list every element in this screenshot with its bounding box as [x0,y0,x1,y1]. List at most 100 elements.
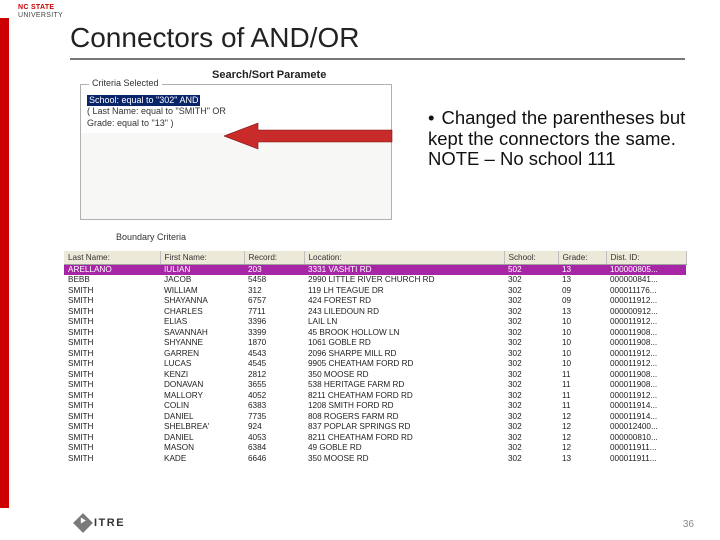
table-cell: 1061 GOBLE RD [304,338,504,349]
table-cell: 10 [558,328,606,339]
table-cell: SMITH [64,338,160,349]
table-cell: 000011912... [606,317,686,328]
table-cell: 1208 SMITH FORD RD [304,401,504,412]
col-dist-id[interactable]: Dist. ID: [606,251,686,264]
itre-logo: ITRE [76,516,125,530]
table-cell: SMITH [64,443,160,454]
col-school[interactable]: School: [504,251,558,264]
table-row[interactable]: SMITHWILLIAM312119 LH TEAGUE DR302090000… [64,286,686,297]
table-cell: WILLIAM [160,286,244,297]
table-row[interactable]: SMITHSHELBREA'924837 POPLAR SPRINGS RD30… [64,422,686,433]
table-row[interactable]: SMITHKENZI2812350 MOOSE RD30211000011908… [64,370,686,381]
table-cell: CHARLES [160,307,244,318]
table-row[interactable]: SMITHSHYANNE18701061 GOBLE RD30210000011… [64,338,686,349]
col-last-name[interactable]: Last Name: [64,251,160,264]
table-cell: 302 [504,454,558,465]
table-cell: 12 [558,433,606,444]
table-cell: SMITH [64,349,160,360]
criteria-selected-panel: Criteria Selected School: equal to "302"… [80,84,392,220]
table-row[interactable]: SMITHKADE6646350 MOOSE RD30213000011911.… [64,454,686,465]
table-cell: 12 [558,443,606,454]
table-row[interactable]: SMITHELIAS3396LAIL LN30210000011912... [64,317,686,328]
table-cell: SMITH [64,296,160,307]
table-cell: 000011912... [606,296,686,307]
table-cell: 45 BROOK HOLLOW LN [304,328,504,339]
table-cell: 6384 [244,443,304,454]
ncstate-line1: NC STATE [18,4,63,12]
table-row[interactable]: SMITHMASON638449 GOBLE RD30212000011911.… [64,443,686,454]
table-cell: 6646 [244,454,304,465]
table-row[interactable]: SMITHSHAYANNA6757424 FOREST RD3020900001… [64,296,686,307]
table-cell: 350 MOOSE RD [304,454,504,465]
table-cell: ARELLANO [64,264,160,275]
table-cell: 12 [558,412,606,423]
table-row[interactable]: BEBBJACOB54582990 LITTLE RIVER CHURCH RD… [64,275,686,286]
table-row[interactable]: SMITHGARREN45432096 SHARPE MILL RD302100… [64,349,686,360]
itre-diamond-icon [73,513,93,533]
table-row[interactable]: SMITHDANIEL40538211 CHEATHAM FORD RD3021… [64,433,686,444]
table-cell: 3399 [244,328,304,339]
page-number: 36 [683,519,694,530]
table-cell: 302 [504,286,558,297]
ncstate-logo: NC STATE UNIVERSITY [18,4,63,19]
table-cell: DONAVAN [160,380,244,391]
table-cell: 4545 [244,359,304,370]
table-cell: 837 POPLAR SPRINGS RD [304,422,504,433]
criteria-line-2: ( Last Name: equal to "SMITH" OR [87,106,226,116]
table-cell: 302 [504,275,558,286]
table-cell: 2096 SHARPE MILL RD [304,349,504,360]
table-row[interactable]: SMITHSAVANNAH339945 BROOK HOLLOW LN30210… [64,328,686,339]
table-cell: 243 LILEDOUN RD [304,307,504,318]
table-cell: 1870 [244,338,304,349]
table-cell: 000011908... [606,338,686,349]
table-cell: 100000805... [606,264,686,275]
table-cell: 203 [244,264,304,275]
slide-title: Connectors of AND/OR [70,22,359,54]
table-cell: MALLORY [160,391,244,402]
criteria-legend: Criteria Selected [89,78,162,88]
table-cell: 000000810... [606,433,686,444]
table-cell: 13 [558,454,606,465]
table-cell: 7735 [244,412,304,423]
table-row[interactable]: SMITHDONAVAN3655538 HERITAGE FARM RD3021… [64,380,686,391]
table-cell: SMITH [64,454,160,465]
col-record[interactable]: Record: [244,251,304,264]
bullet-content: Changed the parentheses but kept the con… [428,107,685,169]
table-row[interactable]: SMITHMALLORY40528211 CHEATHAM FORD RD302… [64,391,686,402]
col-location[interactable]: Location: [304,251,504,264]
table-cell: JACOB [160,275,244,286]
table-cell: 11 [558,370,606,381]
table-cell: SMITH [64,422,160,433]
table-cell: 6383 [244,401,304,412]
table-row[interactable]: SMITHCHARLES7711243 LILEDOUN RD302130000… [64,307,686,318]
table-cell: 13 [558,264,606,275]
table-cell: ELIAS [160,317,244,328]
table-cell: SHAYANNA [160,296,244,307]
table-row[interactable]: SMITHDANIEL7735808 ROGERS FARM RD3021200… [64,412,686,423]
col-grade[interactable]: Grade: [558,251,606,264]
table-cell: KADE [160,454,244,465]
table-cell: 2812 [244,370,304,381]
table-cell: SMITH [64,359,160,370]
table-cell: 000000841... [606,275,686,286]
col-first-name[interactable]: First Name: [160,251,244,264]
table-row[interactable]: ARELLANOIULIAN2033331 VASHTI RD502131000… [64,264,686,275]
table-cell: 119 LH TEAGUE DR [304,286,504,297]
table-cell: 13 [558,307,606,318]
table-cell: DANIEL [160,412,244,423]
table-cell: 302 [504,443,558,454]
table-cell: 312 [244,286,304,297]
table-row[interactable]: SMITHCOLIN63831208 SMITH FORD RD30211000… [64,401,686,412]
table-cell: SAVANNAH [160,328,244,339]
table-cell: 350 MOOSE RD [304,370,504,381]
table-cell: 302 [504,307,558,318]
table-row[interactable]: SMITHLUCAS45459905 CHEATHAM FORD RD30210… [64,359,686,370]
table-cell: 000011911... [606,443,686,454]
table-cell: 000011176... [606,286,686,297]
table-cell: SHELBREA' [160,422,244,433]
table-cell: SMITH [64,317,160,328]
table-cell: SMITH [64,380,160,391]
table-header-row: Last Name: First Name: Record: Location:… [64,251,686,264]
table-cell: 2990 LITTLE RIVER CHURCH RD [304,275,504,286]
table-cell: 11 [558,401,606,412]
